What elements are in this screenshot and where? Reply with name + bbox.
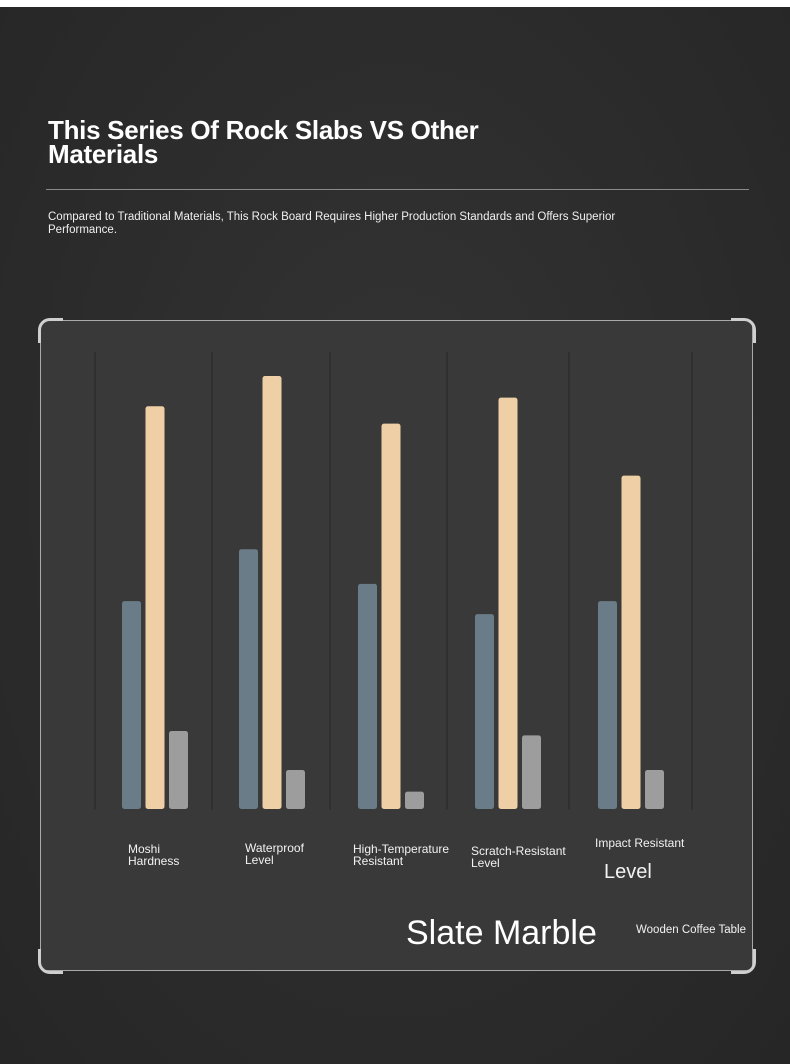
top-strip xyxy=(0,0,790,7)
bar-wood-3 xyxy=(522,735,541,809)
category-label-scratch-resistant-level: Scratch-Resistant Level xyxy=(471,844,566,870)
bar-rock-0 xyxy=(145,406,165,809)
legend-slate-marble: Slate Marble xyxy=(406,914,597,952)
bar-wood-0 xyxy=(169,731,188,809)
category-label-moshi-hardness: Moshi Hardness xyxy=(128,842,180,868)
page-title: This Series Of Rock Slabs VS Other Mater… xyxy=(48,115,479,169)
panel-corner-top-right xyxy=(731,318,756,343)
bar-slate-1 xyxy=(239,549,258,809)
bar-slate-3 xyxy=(475,614,494,809)
panel-corner-top-left xyxy=(38,318,63,343)
panel-corner-bottom-left xyxy=(38,949,63,974)
bar-wood-2 xyxy=(405,791,424,809)
panel-corner-bottom-right xyxy=(731,949,756,974)
title-divider xyxy=(46,189,749,190)
bar-rock-3 xyxy=(498,397,518,809)
legend-wooden-coffee-table: Wooden Coffee Table xyxy=(636,924,746,936)
bar-wood-4 xyxy=(645,770,664,809)
category-label-high-temperature-resistant: High-Temperature Resistant xyxy=(353,842,450,868)
bar-rock-2 xyxy=(381,423,401,809)
bar-wood-1 xyxy=(286,770,305,809)
bar-slate-2 xyxy=(358,583,377,809)
category-label-level: Level xyxy=(604,861,652,883)
category-label-waterproof-level: Waterproof Level xyxy=(245,841,304,867)
category-label-impact-resistant: Impact Resistant xyxy=(595,836,685,850)
bar-slate-4 xyxy=(598,601,617,809)
bar-slate-0 xyxy=(122,601,141,809)
bar-rock-1 xyxy=(262,376,282,809)
page-subtitle: Compared to Traditional Materials, This … xyxy=(48,211,616,236)
bar-rock-4 xyxy=(621,475,641,809)
